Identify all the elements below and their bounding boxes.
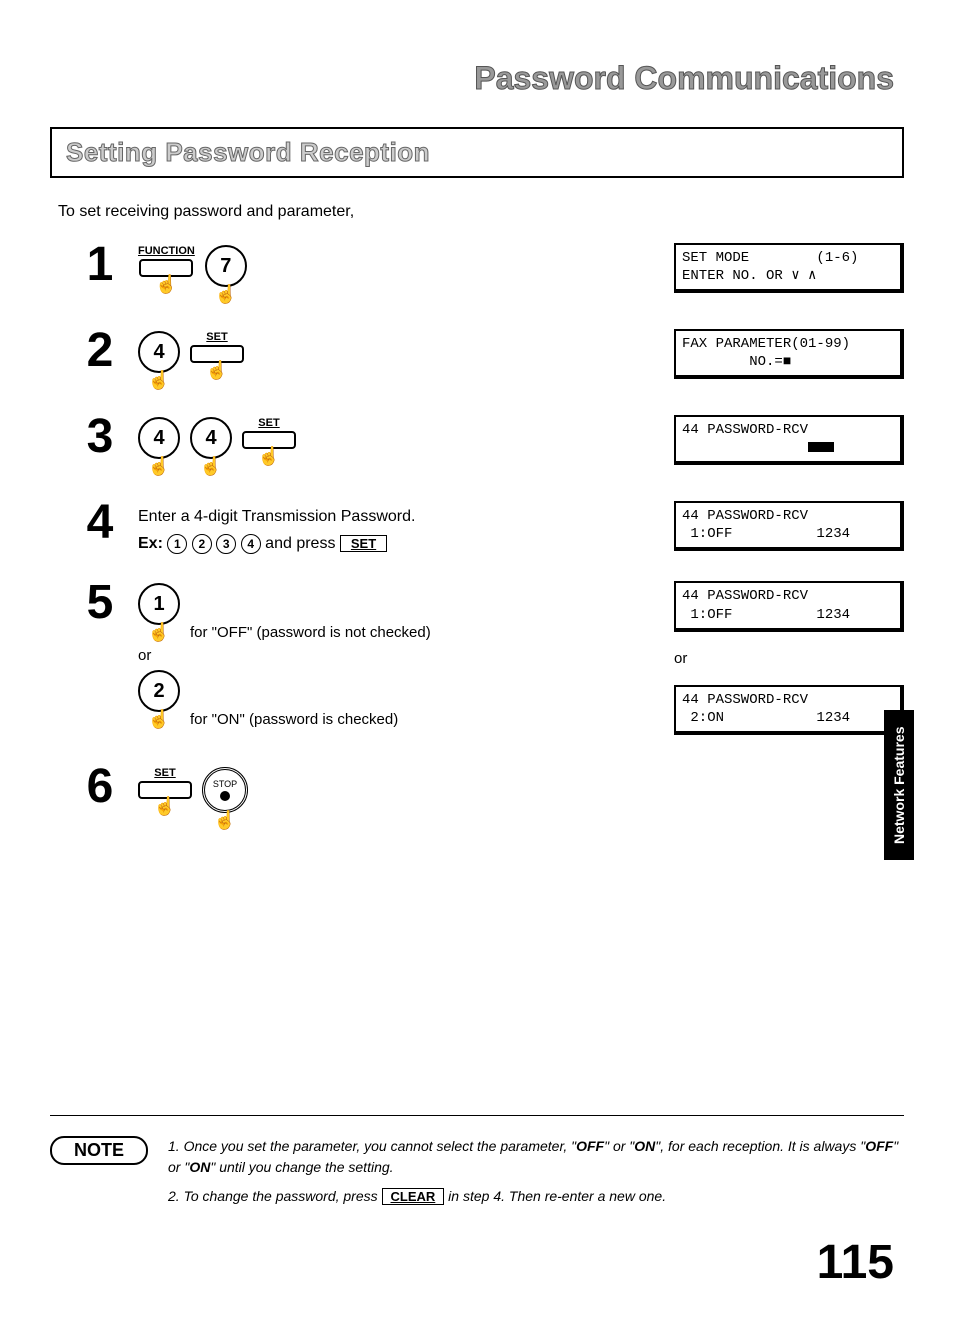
press-icon: ☝ xyxy=(148,457,170,475)
set-button: SET xyxy=(242,417,296,449)
clear-inline-button: CLEAR xyxy=(382,1188,445,1205)
notes-section: NOTE 1. Once you set the parameter, you … xyxy=(50,1115,904,1215)
key-1: 1 xyxy=(138,583,180,625)
step-number: 2 xyxy=(80,327,120,375)
step-1: 1 FUNCTION ☝ 7 ☝ S xyxy=(80,241,904,309)
cursor-block xyxy=(808,442,834,452)
key-4: 4 xyxy=(190,417,232,459)
lcd-display-5b: 44 PASSWORD-RCV 2:ON 1234 xyxy=(674,685,904,735)
digit-4: 4 xyxy=(241,534,261,554)
or-text: or xyxy=(674,650,904,667)
digit-1: 1 xyxy=(167,534,187,554)
set-button: SET xyxy=(190,331,244,363)
step-2: 2 4 ☝ SET ☝ FAX PA xyxy=(80,327,904,395)
press-icon: ☝ xyxy=(148,371,170,389)
lcd-display-3: 44 PASSWORD-RCV xyxy=(674,415,904,465)
steps-list: 1 FUNCTION ☝ 7 ☝ S xyxy=(50,241,904,835)
press-icon: ☝ xyxy=(215,285,237,303)
press-icon: ☝ xyxy=(200,457,222,475)
step-number: 6 xyxy=(80,763,120,811)
lcd-display-1: SET MODE (1-6) ENTER NO. OR ∨ ∧ xyxy=(674,243,904,293)
set-inline-button: SET xyxy=(340,535,387,552)
step-5: 5 1 ☝ for "OFF" (password is not checked… xyxy=(80,579,904,745)
function-button: FUNCTION xyxy=(138,245,195,277)
note-1: 1. Once you set the parameter, you canno… xyxy=(168,1136,904,1178)
key-2: 2 xyxy=(138,670,180,712)
note-badge: NOTE xyxy=(50,1136,148,1165)
key-4: 4 xyxy=(138,331,180,373)
off-caption: for "OFF" (password is not checked) xyxy=(190,624,431,641)
step4-example: Ex: 1 2 3 4 and press SET xyxy=(138,530,656,557)
step-number: 3 xyxy=(80,413,120,461)
press-icon: ☝ xyxy=(148,623,170,641)
section-heading: Setting Password Reception xyxy=(66,137,430,167)
press-icon: ☝ xyxy=(154,797,176,815)
key-4: 4 xyxy=(138,417,180,459)
or-text: or xyxy=(138,647,656,664)
press-icon: ☝ xyxy=(214,811,236,829)
press-icon: ☝ xyxy=(148,710,170,728)
step-number: 5 xyxy=(80,579,120,627)
set-button: SET xyxy=(138,767,192,799)
side-tab: Network Features xyxy=(884,710,914,860)
press-icon: ☝ xyxy=(206,361,228,379)
manual-page: Password Communications Setting Password… xyxy=(0,0,954,1330)
section-banner: Setting Password Reception xyxy=(50,127,904,178)
step4-line1: Enter a 4-digit Transmission Password. xyxy=(138,503,656,530)
press-icon: ☝ xyxy=(258,447,280,465)
key-7: 7 xyxy=(205,245,247,287)
intro-text: To set receiving password and parameter, xyxy=(50,203,904,221)
on-caption: for "ON" (password is checked) xyxy=(190,711,398,728)
step-number: 4 xyxy=(80,499,120,547)
notes-list: 1. Once you set the parameter, you canno… xyxy=(168,1136,904,1215)
step-number: 1 xyxy=(80,241,120,289)
note-2: 2. To change the password, press CLEAR i… xyxy=(168,1186,904,1207)
digit-3: 3 xyxy=(216,534,236,554)
step-6: 6 SET ☝ STOP ☝ xyxy=(80,763,904,835)
page-number: 115 xyxy=(50,1235,904,1290)
digit-2: 2 xyxy=(192,534,212,554)
page-title: Password Communications xyxy=(50,60,904,97)
lcd-display-2: FAX PARAMETER(01-99) NO.=■ xyxy=(674,329,904,379)
stop-button: STOP xyxy=(202,767,248,813)
lcd-display-4: 44 PASSWORD-RCV 1:OFF 1234 xyxy=(674,501,904,551)
lcd-display-5a: 44 PASSWORD-RCV 1:OFF 1234 xyxy=(674,581,904,631)
step-4: 4 Enter a 4-digit Transmission Password.… xyxy=(80,499,904,561)
press-icon: ☝ xyxy=(155,275,177,293)
step-3: 3 4 ☝ 4 ☝ SET xyxy=(80,413,904,481)
